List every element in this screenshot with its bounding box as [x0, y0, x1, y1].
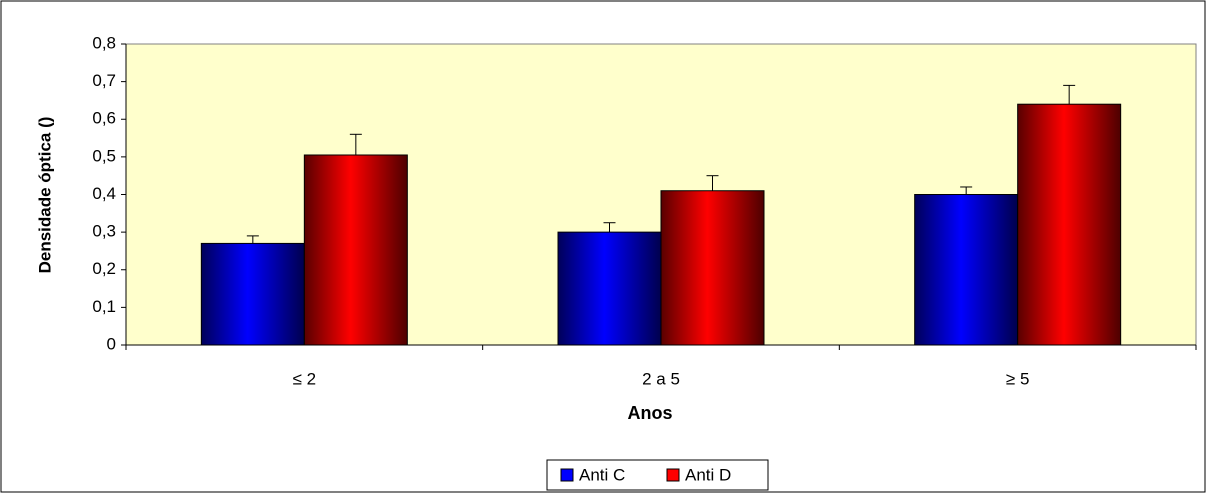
- bar: [660, 190, 765, 346]
- y-tick-label: 0,2: [92, 259, 116, 278]
- legend-swatch: [666, 468, 680, 482]
- bar: [914, 194, 1019, 346]
- y-tick-label: 0,8: [92, 33, 116, 52]
- bar: [557, 231, 662, 346]
- error-bar: [349, 133, 362, 155]
- y-tick-label: 0,5: [92, 146, 116, 165]
- legend-swatch: [560, 468, 574, 482]
- bar: [200, 242, 305, 346]
- error-bar: [960, 186, 973, 195]
- error-bar: [1063, 84, 1076, 105]
- x-axis-label: Anos: [628, 403, 673, 423]
- y-tick-label: 0,1: [92, 297, 116, 316]
- legend-label: Anti D: [685, 465, 731, 484]
- x-tick-label: ≤ 2: [293, 369, 317, 388]
- x-tick-label: 2 a 5: [642, 369, 680, 388]
- y-tick-label: 0,4: [92, 184, 116, 203]
- error-bar: [706, 175, 719, 191]
- bar: [1017, 103, 1122, 346]
- y-axis-label: Densidade óptica (): [35, 117, 54, 274]
- legend-label: Anti C: [579, 465, 625, 484]
- legend-box: [546, 459, 769, 491]
- bar: [303, 154, 408, 346]
- error-bar: [246, 235, 259, 244]
- y-tick-label: 0,6: [92, 109, 116, 128]
- y-tick-label: 0: [107, 334, 116, 353]
- x-tick-label: ≥ 5: [1006, 369, 1030, 388]
- error-bar: [603, 222, 616, 233]
- y-tick-label: 0,3: [92, 222, 116, 241]
- y-tick-label: 0,7: [92, 71, 116, 90]
